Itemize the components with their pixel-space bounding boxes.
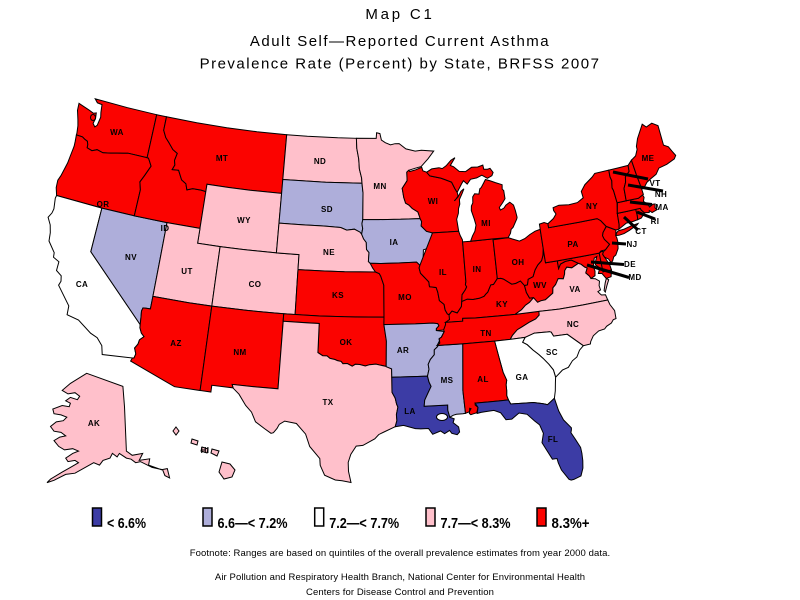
svg-text:IA: IA: [390, 238, 399, 247]
svg-text:8.3%+: 8.3%+: [552, 516, 590, 532]
svg-text:VA: VA: [569, 285, 580, 294]
svg-text:OK: OK: [340, 338, 353, 347]
svg-text:MN: MN: [373, 182, 386, 191]
svg-text:ME: ME: [642, 154, 655, 163]
svg-text:HI: HI: [201, 446, 210, 455]
svg-text:MD: MD: [628, 273, 641, 282]
svg-text:NV: NV: [125, 253, 137, 262]
svg-text:DE: DE: [624, 260, 636, 269]
svg-text:SC: SC: [546, 348, 558, 357]
svg-text:7.7—< 8.3%: 7.7—< 8.3%: [441, 516, 511, 532]
svg-text:LA: LA: [404, 407, 415, 416]
svg-text:Adult Self—Reported Current As: Adult Self—Reported Current Asthma: [250, 33, 550, 50]
svg-text:MO: MO: [398, 293, 412, 302]
svg-text:< 6.6%: < 6.6%: [107, 516, 146, 532]
svg-text:MI: MI: [481, 219, 491, 228]
svg-text:AL: AL: [477, 375, 488, 384]
svg-text:ND: ND: [314, 157, 326, 166]
svg-text:KS: KS: [332, 291, 344, 300]
svg-text:OR: OR: [97, 200, 110, 209]
svg-text:NY: NY: [586, 202, 598, 211]
svg-text:VT: VT: [649, 179, 660, 188]
svg-text:6.6—< 7.2%: 6.6—< 7.2%: [218, 516, 288, 532]
svg-text:AZ: AZ: [170, 339, 181, 348]
svg-text:KY: KY: [496, 300, 508, 309]
svg-text:Map C1: Map C1: [365, 6, 434, 23]
svg-text:Air Pollution and Respiratory: Air Pollution and Respiratory Health Bra…: [215, 572, 585, 583]
svg-text:RI: RI: [651, 217, 660, 226]
svg-text:IN: IN: [473, 265, 482, 274]
svg-text:ID: ID: [161, 224, 170, 233]
svg-text:NJ: NJ: [626, 240, 637, 249]
svg-text:MT: MT: [216, 154, 228, 163]
svg-text:OH: OH: [512, 258, 525, 267]
svg-text:PA: PA: [567, 240, 578, 249]
svg-text:GA: GA: [516, 373, 529, 382]
svg-text:MA: MA: [655, 203, 668, 212]
svg-text:WY: WY: [237, 216, 251, 225]
svg-text:WI: WI: [428, 197, 439, 206]
svg-text:WA: WA: [110, 128, 124, 137]
svg-text:SD: SD: [321, 205, 333, 214]
svg-text:NC: NC: [567, 320, 579, 329]
svg-text:NM: NM: [233, 348, 246, 357]
svg-text:AK: AK: [88, 419, 100, 428]
svg-text:AR: AR: [397, 346, 409, 355]
svg-text:FL: FL: [548, 435, 559, 444]
svg-text:TN: TN: [480, 329, 491, 338]
svg-text:MS: MS: [441, 376, 454, 385]
svg-text:UT: UT: [181, 267, 192, 276]
svg-text:CA: CA: [76, 280, 88, 289]
svg-text:IL: IL: [439, 268, 447, 277]
svg-text:Centers for Disease Control an: Centers for Disease Control and Preventi…: [306, 587, 494, 598]
svg-text:7.2—< 7.7%: 7.2—< 7.7%: [329, 516, 399, 532]
svg-text:Prevalence Rate (Percent) by S: Prevalence Rate (Percent) by State, BRFS…: [200, 56, 601, 73]
svg-text:TX: TX: [322, 398, 333, 407]
svg-text:WV: WV: [533, 281, 547, 290]
svg-text:CO: CO: [249, 280, 262, 289]
svg-text:NH: NH: [655, 190, 667, 199]
svg-text:Footnote: Ranges are based on: Footnote: Ranges are based on quintiles …: [190, 548, 610, 559]
svg-text:NE: NE: [323, 248, 335, 257]
svg-text:CT: CT: [635, 227, 646, 236]
